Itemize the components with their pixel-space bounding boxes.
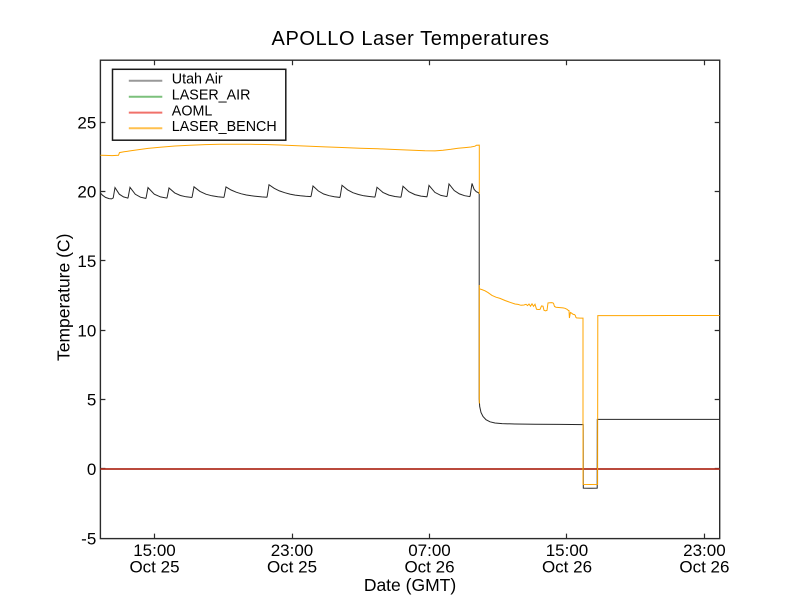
svg-text:23:00: 23:00 xyxy=(683,541,726,560)
svg-text:LASER_AIR: LASER_AIR xyxy=(172,88,251,104)
svg-text:Oct 26: Oct 26 xyxy=(542,557,592,576)
svg-text:Oct 26: Oct 26 xyxy=(679,557,729,576)
svg-text:-5: -5 xyxy=(81,530,96,549)
svg-text:LASER_BENCH: LASER_BENCH xyxy=(172,119,277,135)
svg-text:Date (GMT): Date (GMT) xyxy=(364,575,456,595)
svg-text:23:00: 23:00 xyxy=(271,541,314,560)
svg-text:15: 15 xyxy=(77,252,96,271)
svg-text:Oct 25: Oct 25 xyxy=(129,557,179,576)
svg-text:AOML: AOML xyxy=(172,103,213,119)
svg-text:15:00: 15:00 xyxy=(133,541,176,560)
svg-text:Oct 26: Oct 26 xyxy=(404,557,454,576)
svg-text:20: 20 xyxy=(77,183,96,202)
svg-text:APOLLO Laser Temperatures: APOLLO Laser Temperatures xyxy=(272,28,550,50)
svg-text:07:00: 07:00 xyxy=(408,541,451,560)
svg-text:Oct 25: Oct 25 xyxy=(267,557,317,576)
svg-text:25: 25 xyxy=(77,113,96,132)
svg-text:10: 10 xyxy=(77,321,96,340)
svg-text:15:00: 15:00 xyxy=(546,541,589,560)
svg-text:0: 0 xyxy=(87,460,96,479)
svg-text:5: 5 xyxy=(87,391,96,410)
svg-text:Temperature (C): Temperature (C) xyxy=(54,234,74,361)
svg-text:Utah Air: Utah Air xyxy=(172,72,223,88)
